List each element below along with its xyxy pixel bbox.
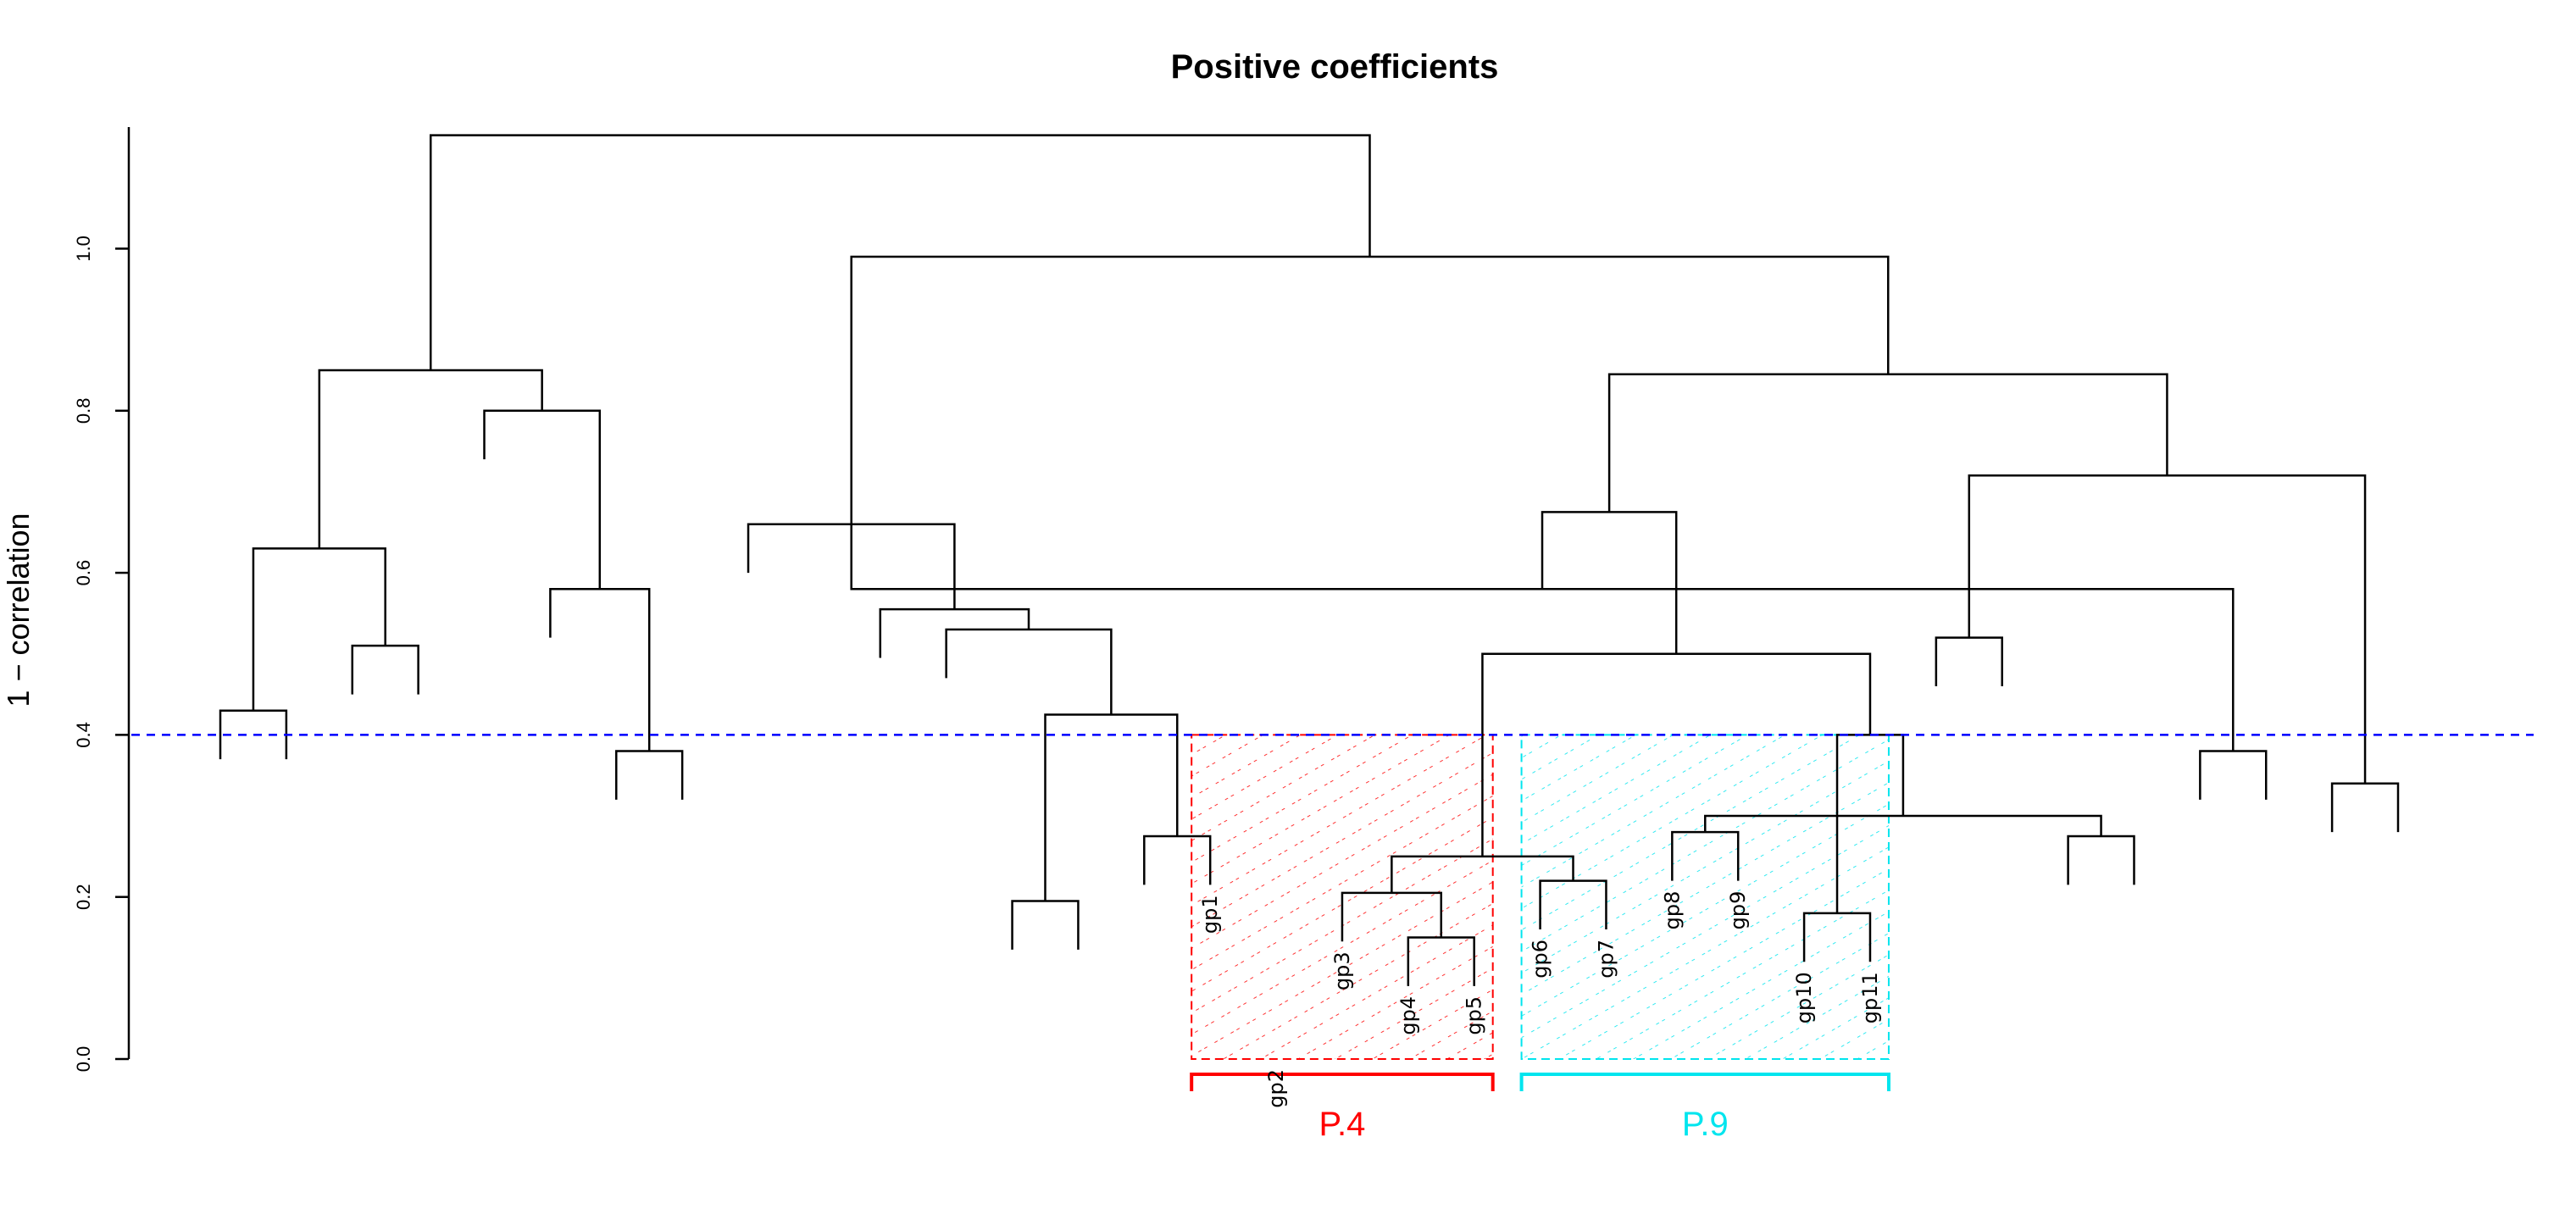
dendrogram-branch xyxy=(1935,636,2003,686)
y-tick-label: 1.0 xyxy=(73,236,94,262)
leaf-label: gp9 xyxy=(1726,891,1750,930)
dendrogram-branch xyxy=(429,134,1371,370)
leaf-label: gp5 xyxy=(1463,996,1486,1035)
dendrogram-branch xyxy=(2067,835,2135,885)
dendrogram-branch xyxy=(615,750,684,800)
dendrogram-branch xyxy=(483,409,602,590)
dendrogram-branch xyxy=(1968,474,2367,784)
dendrogram-branch xyxy=(1391,855,1574,893)
leaf-label: gp2 xyxy=(1264,1069,1288,1108)
cluster-label: P.9 xyxy=(1682,1106,1729,1143)
y-tick-label: 0.4 xyxy=(73,722,94,748)
y-tick-label: 0.8 xyxy=(73,397,94,424)
dendrogram-branch xyxy=(1011,900,1080,950)
leaf-label: gp3 xyxy=(1330,951,1354,990)
chart-title: Positive coefficients xyxy=(1171,48,1499,86)
cluster-boxes: P.4 P.9 xyxy=(1190,734,1890,1143)
dendrogram-branch xyxy=(945,628,1113,715)
y-axis: 0.0 0.2 0.4 0.6 0.8 1.0 xyxy=(73,127,130,1073)
dendrogram-branch xyxy=(252,547,386,711)
y-tick-label: 0.2 xyxy=(73,884,94,910)
y-axis-label: 1 − correlation xyxy=(1,513,36,707)
leaf-label: gp10 xyxy=(1792,972,1816,1023)
leaf-label: gp4 xyxy=(1396,996,1420,1035)
leaf-label: gp11 xyxy=(1858,972,1882,1023)
y-tick-label: 0.6 xyxy=(73,560,94,586)
dendrogram-branch xyxy=(1539,879,1607,929)
cluster-bracket xyxy=(1190,1073,1495,1091)
dendrogram-branch xyxy=(1541,511,1678,654)
dendrogram-branch xyxy=(2199,750,2268,800)
dendrogram-branch xyxy=(318,369,543,549)
dendrogram-branch xyxy=(1607,373,2168,513)
dendrogram-branch xyxy=(879,607,1030,658)
leaf-label: gp7 xyxy=(1594,940,1618,979)
dendrogram-branch xyxy=(2330,782,2400,833)
dendrogram-branch xyxy=(1044,713,1179,901)
leaf-label: gp6 xyxy=(1529,940,1552,979)
dendrogram-branch xyxy=(850,255,1890,524)
dendrogram-tree xyxy=(219,134,2400,986)
leaf-labels: gp1 gp2 gp3 gp4 gp5 gp6 gp7 gp8 gp9 gp10 gp11 xyxy=(1198,891,1882,1108)
cluster-bracket xyxy=(1519,1073,1890,1091)
dendrogram-branch xyxy=(351,644,419,695)
leaf-label: gp8 xyxy=(1660,891,1684,930)
dendrogram-branch xyxy=(1671,830,1740,881)
cluster-box xyxy=(1520,734,1890,1060)
dendrogram-branch xyxy=(1802,912,1872,962)
dendrogram-branch xyxy=(1143,835,1212,885)
cluster-label: P.4 xyxy=(1319,1106,1365,1143)
y-tick-label: 0.0 xyxy=(73,1046,94,1073)
leaf-label: gp1 xyxy=(1198,895,1222,934)
dendrogram-branch xyxy=(549,587,651,751)
